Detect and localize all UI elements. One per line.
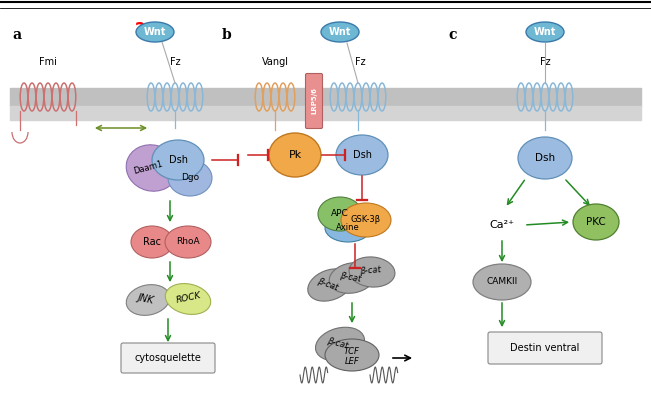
Text: Ca²⁺: Ca²⁺ bbox=[490, 220, 514, 230]
Text: Fz: Fz bbox=[170, 57, 180, 67]
Text: Pk: Pk bbox=[288, 150, 301, 160]
Text: c: c bbox=[448, 28, 456, 42]
Ellipse shape bbox=[126, 285, 170, 315]
Ellipse shape bbox=[168, 160, 212, 196]
Text: Dsh: Dsh bbox=[169, 155, 187, 165]
Text: TCF: TCF bbox=[344, 346, 360, 356]
Ellipse shape bbox=[325, 339, 379, 371]
Text: Fmi: Fmi bbox=[39, 57, 57, 67]
Text: b: b bbox=[222, 28, 232, 42]
Ellipse shape bbox=[126, 145, 178, 191]
Text: β-cat: β-cat bbox=[327, 336, 350, 350]
Text: Fz: Fz bbox=[355, 57, 365, 67]
Text: Wnt: Wnt bbox=[329, 27, 351, 37]
Ellipse shape bbox=[152, 140, 204, 180]
FancyBboxPatch shape bbox=[121, 343, 215, 373]
Ellipse shape bbox=[318, 197, 362, 231]
Ellipse shape bbox=[165, 226, 211, 258]
Ellipse shape bbox=[316, 327, 365, 361]
Text: a: a bbox=[12, 28, 21, 42]
Text: Dsh: Dsh bbox=[352, 150, 372, 160]
Text: ROCK: ROCK bbox=[176, 291, 202, 305]
Text: Vangl: Vangl bbox=[262, 57, 288, 67]
Text: Fz: Fz bbox=[540, 57, 550, 67]
Text: GSK-3β: GSK-3β bbox=[351, 216, 381, 224]
Ellipse shape bbox=[131, 226, 173, 258]
Ellipse shape bbox=[136, 22, 174, 42]
FancyBboxPatch shape bbox=[305, 74, 322, 128]
Ellipse shape bbox=[341, 203, 391, 237]
FancyBboxPatch shape bbox=[488, 332, 602, 364]
Text: β-cat: β-cat bbox=[339, 271, 361, 283]
Ellipse shape bbox=[336, 135, 388, 175]
Text: PKC: PKC bbox=[586, 217, 606, 227]
Ellipse shape bbox=[269, 133, 321, 177]
Ellipse shape bbox=[518, 137, 572, 179]
Text: LRP5/6: LRP5/6 bbox=[311, 88, 317, 114]
Text: RhoA: RhoA bbox=[176, 238, 200, 246]
Text: Dsh: Dsh bbox=[535, 153, 555, 163]
Text: Dgo: Dgo bbox=[181, 174, 199, 182]
Text: cytosquelette: cytosquelette bbox=[135, 353, 201, 363]
Text: Destin ventral: Destin ventral bbox=[510, 343, 579, 353]
Text: Daam1: Daam1 bbox=[132, 160, 163, 176]
Ellipse shape bbox=[325, 214, 371, 242]
Text: ?: ? bbox=[135, 21, 145, 39]
Text: Rac: Rac bbox=[143, 237, 161, 247]
Ellipse shape bbox=[473, 264, 531, 300]
Text: JNK: JNK bbox=[137, 292, 155, 306]
Ellipse shape bbox=[308, 269, 352, 301]
Text: CAMKII: CAMKII bbox=[486, 278, 518, 286]
Text: Wnt: Wnt bbox=[144, 27, 166, 37]
Text: APC: APC bbox=[331, 210, 349, 218]
Text: Axine: Axine bbox=[336, 224, 360, 232]
Ellipse shape bbox=[329, 263, 375, 293]
Ellipse shape bbox=[165, 284, 211, 314]
Text: Wnt: Wnt bbox=[534, 27, 556, 37]
Ellipse shape bbox=[349, 257, 395, 287]
Text: LEF: LEF bbox=[344, 356, 359, 366]
Ellipse shape bbox=[321, 22, 359, 42]
Ellipse shape bbox=[526, 22, 564, 42]
Text: β-cat: β-cat bbox=[359, 266, 381, 276]
Ellipse shape bbox=[573, 204, 619, 240]
Text: β-cat: β-cat bbox=[316, 276, 340, 292]
